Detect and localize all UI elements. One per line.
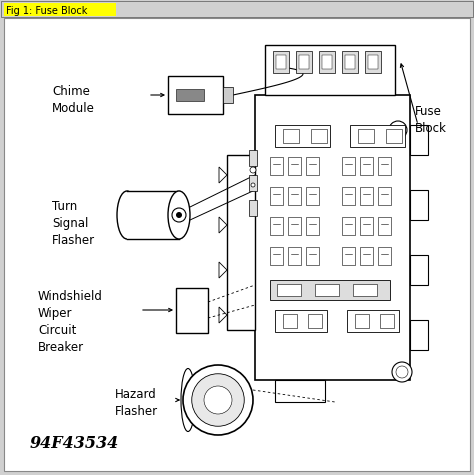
Bar [275, 380, 325, 402]
Bar [1, 1, 473, 17]
Bar [277, 284, 301, 296]
Polygon shape [219, 307, 227, 323]
Bar [270, 187, 283, 205]
Bar [358, 129, 374, 143]
Bar [288, 247, 301, 265]
Bar [378, 247, 391, 265]
Bar [4, 3, 116, 16]
Bar [345, 55, 355, 69]
Bar [249, 200, 257, 216]
Bar [270, 280, 390, 300]
Ellipse shape [181, 369, 195, 431]
Circle shape [192, 374, 244, 426]
Bar [227, 155, 255, 330]
Text: Fig 1: Fuse Block: Fig 1: Fuse Block [6, 6, 87, 16]
Polygon shape [219, 167, 227, 183]
Bar [288, 217, 301, 235]
Bar [265, 45, 395, 95]
Bar [360, 247, 373, 265]
Bar [306, 157, 319, 175]
Bar [296, 51, 312, 73]
Bar [410, 255, 428, 285]
Bar [378, 157, 391, 175]
Circle shape [176, 212, 182, 218]
Bar [353, 284, 377, 296]
Bar [275, 310, 327, 332]
Circle shape [172, 208, 186, 222]
Circle shape [396, 366, 408, 378]
Bar [410, 125, 428, 155]
Bar [350, 125, 405, 147]
Bar [342, 247, 355, 265]
Bar [410, 190, 428, 220]
Bar [322, 55, 332, 69]
Bar [0, 0, 474, 18]
Bar [270, 157, 283, 175]
Circle shape [183, 365, 253, 435]
Bar [342, 217, 355, 235]
Bar [306, 247, 319, 265]
Bar [306, 217, 319, 235]
Bar [410, 320, 428, 350]
Bar [378, 217, 391, 235]
Text: Hazard
Flasher: Hazard Flasher [115, 388, 158, 418]
Bar [127, 191, 179, 239]
Polygon shape [219, 262, 227, 278]
Bar [306, 187, 319, 205]
Bar [355, 314, 369, 328]
Bar [360, 187, 373, 205]
Bar [360, 157, 373, 175]
Polygon shape [219, 217, 227, 233]
Bar [368, 55, 378, 69]
Text: Fuse
Block: Fuse Block [415, 105, 447, 135]
Bar [308, 314, 322, 328]
Bar [380, 314, 394, 328]
Text: Chime
Module: Chime Module [52, 85, 95, 115]
Text: 94F43534: 94F43534 [30, 435, 119, 452]
Bar [276, 55, 286, 69]
Bar [386, 129, 402, 143]
Text: Turn
Signal
Flasher: Turn Signal Flasher [52, 200, 95, 247]
Bar [319, 51, 335, 73]
Bar [342, 187, 355, 205]
Bar [288, 157, 301, 175]
Ellipse shape [117, 191, 137, 239]
Bar [342, 157, 355, 175]
Circle shape [250, 167, 256, 173]
Bar [249, 175, 257, 191]
Bar [223, 87, 233, 103]
Bar [315, 284, 339, 296]
Bar [283, 314, 297, 328]
Bar [299, 55, 309, 69]
Bar [168, 76, 223, 114]
Bar [273, 51, 289, 73]
Ellipse shape [168, 191, 190, 239]
Bar [347, 310, 399, 332]
Circle shape [389, 121, 407, 139]
Bar [255, 95, 410, 380]
Bar [270, 247, 283, 265]
Circle shape [392, 362, 412, 382]
Bar [365, 51, 381, 73]
Bar [378, 187, 391, 205]
Circle shape [204, 386, 232, 414]
Bar [288, 187, 301, 205]
Bar [176, 89, 204, 101]
Bar [342, 51, 358, 73]
Bar [283, 129, 299, 143]
Bar [249, 150, 257, 166]
Bar [275, 125, 330, 147]
Bar [270, 217, 283, 235]
Circle shape [251, 183, 255, 187]
Text: Windshield
Wiper
Circuit
Breaker: Windshield Wiper Circuit Breaker [38, 290, 103, 354]
Bar [360, 217, 373, 235]
Bar [311, 129, 327, 143]
Bar [176, 288, 208, 333]
